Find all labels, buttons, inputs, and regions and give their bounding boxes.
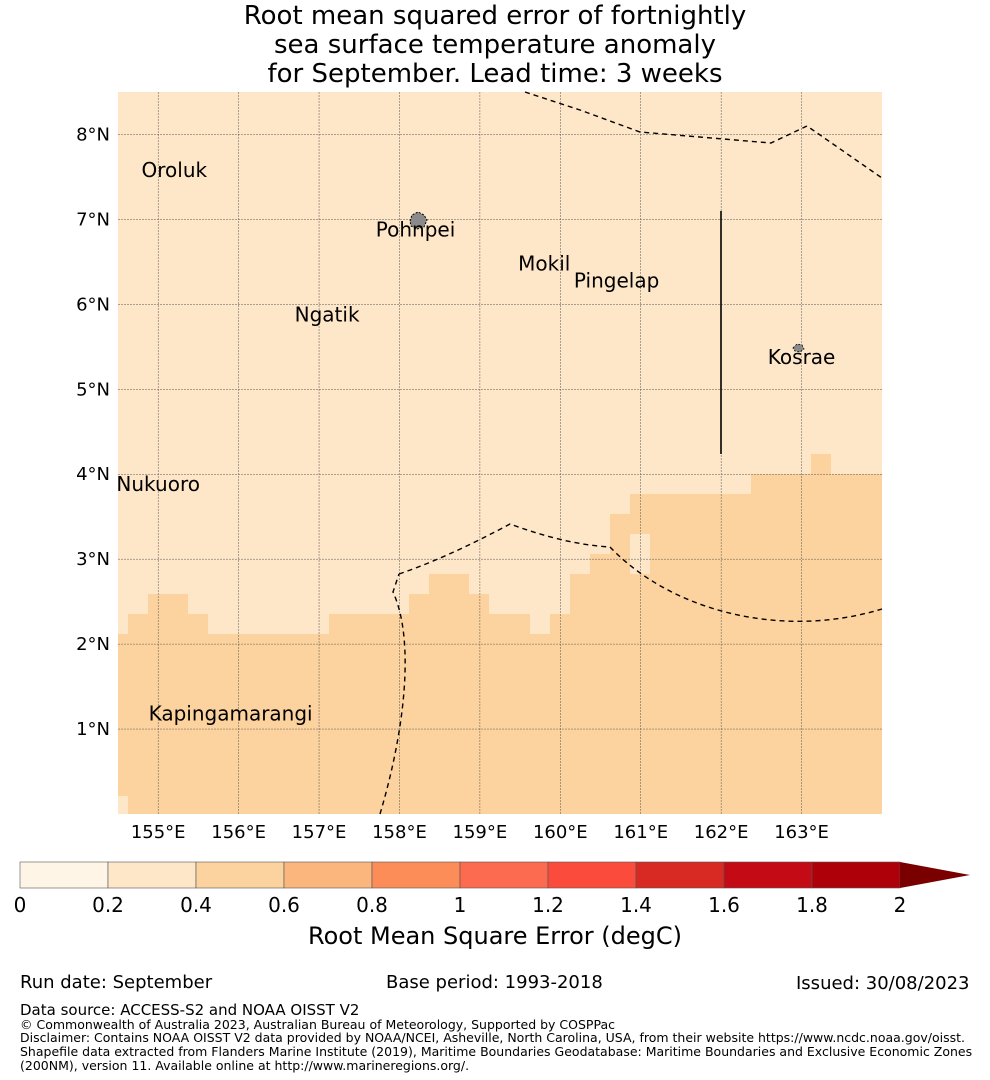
lon-tick-label: 162°E xyxy=(694,822,749,843)
issued-date: Issued: 30/08/2023 xyxy=(796,973,970,994)
colorbar-tick-label: 1 xyxy=(454,893,467,917)
place-label-mokil: Mokil xyxy=(518,251,570,275)
colorbar-tick-label: 0.8 xyxy=(356,893,388,917)
colorbar: 0 0.2 0.4 0.6 0.8 1 1.2 1.4 1.6 1.8 2 xyxy=(14,861,970,917)
lat-tick-label: 3°N xyxy=(76,549,110,570)
lon-tick-label: 155°E xyxy=(131,822,186,843)
lat-tick-label: 5°N xyxy=(76,379,110,400)
colorbar-title: Root Mean Square Error (degC) xyxy=(308,922,682,950)
lon-tick-label: 160°E xyxy=(533,822,588,843)
lat-tick-label: 2°N xyxy=(76,634,110,655)
colorbar-tick-label: 0.4 xyxy=(180,893,212,917)
eez-boundary-southeast xyxy=(609,546,883,623)
lon-tick-label: 157°E xyxy=(292,822,347,843)
lon-tick-label: 158°E xyxy=(372,822,427,843)
eez-boundary-north xyxy=(524,91,883,179)
latitude-labels: 1°N 2°N 3°N 4°N 5°N 6°N 7°N 8°N xyxy=(76,124,110,740)
lat-tick-label: 6°N xyxy=(76,294,110,315)
rmse-pocket xyxy=(118,796,128,814)
colorbar-tick-label: 2 xyxy=(894,893,907,917)
longitude-labels: 155°E 156°E 157°E 158°E 159°E 160°E 161°E 162°E… xyxy=(131,822,829,843)
place-label-oroluk: Oroluk xyxy=(142,158,208,182)
colorbar-tick-label: 1.8 xyxy=(796,893,828,917)
island-pohnpei xyxy=(409,211,428,230)
island-kosrae xyxy=(792,343,805,353)
run-date: Run date: September xyxy=(20,972,213,993)
place-label-kapingamarangi: Kapingamarangi xyxy=(149,702,313,726)
lat-tick-label: 1°N xyxy=(76,719,110,740)
eez-boundary-central xyxy=(398,523,611,575)
colorbar-tick-label: 0.6 xyxy=(268,893,300,917)
colorbar-segment xyxy=(107,861,197,889)
lon-tick-label: 161°E xyxy=(613,822,668,843)
rmse-pocket xyxy=(630,534,650,574)
colorbar-extend-arrow xyxy=(900,862,970,888)
place-label-ngatik: Ngatik xyxy=(295,302,360,326)
place-label-pohnpei: Pohnpei xyxy=(376,217,456,241)
place-label-kosrae: Kosrae xyxy=(768,345,836,369)
colorbar-segment xyxy=(547,861,637,889)
copyright: © Commonwealth of Australia 2023, Austra… xyxy=(20,1017,615,1032)
colorbar-segment xyxy=(371,861,461,889)
colorbar-segment xyxy=(723,861,813,889)
colorbar-tick-label: 1.2 xyxy=(532,893,564,917)
base-period: Base period: 1993-2018 xyxy=(386,972,603,993)
lat-tick-label: 7°N xyxy=(76,209,110,230)
place-label-nukuoro: Nukuoro xyxy=(116,472,200,496)
rmse-region-04-06 xyxy=(118,454,882,814)
lon-tick-label: 159°E xyxy=(453,822,508,843)
colorbar-tick-label: 1.4 xyxy=(620,893,652,917)
colorbar-segment xyxy=(195,861,285,889)
colorbar-segment xyxy=(811,861,901,889)
place-label-pingelap: Pingelap xyxy=(574,268,659,292)
data-source: Data source: ACCESS-S2 and NOAA OISST V2 xyxy=(20,1001,360,1019)
map-title: Root mean squared error of fortnightly s… xyxy=(243,1,747,89)
lon-tick-label: 156°E xyxy=(211,822,266,843)
lat-tick-label: 8°N xyxy=(76,124,110,145)
colorbar-segment xyxy=(635,861,725,889)
disclaimer: Disclaimer: Contains NOAA OISST V2 data … xyxy=(20,1030,973,1073)
eez-boundaries xyxy=(379,91,883,815)
colorbar-segment xyxy=(459,861,549,889)
colorbar-segment xyxy=(19,861,109,889)
lat-tick-label: 4°N xyxy=(76,464,110,485)
colorbar-tick-label: 0 xyxy=(14,893,27,917)
colorbar-segment xyxy=(283,861,373,889)
colorbar-tick-label: 0.2 xyxy=(92,893,124,917)
lon-tick-label: 163°E xyxy=(774,822,829,843)
colorbar-tick-label: 1.6 xyxy=(708,893,740,917)
